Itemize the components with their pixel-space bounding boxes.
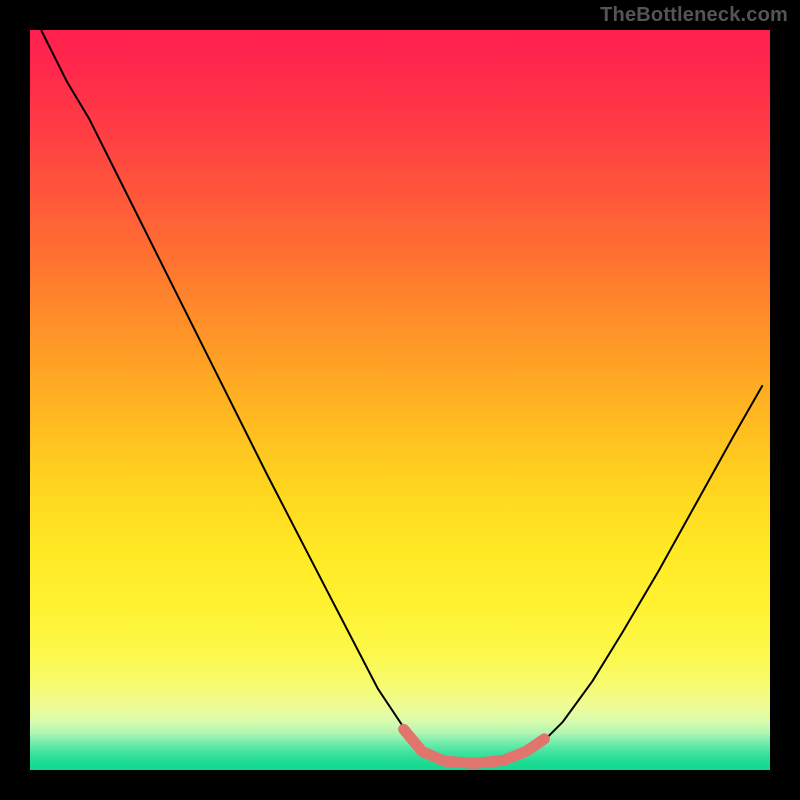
chart-container: TheBottleneck.com	[0, 0, 800, 800]
watermark-text: TheBottleneck.com	[600, 4, 788, 27]
bottleneck-chart	[0, 0, 800, 800]
plot-background	[30, 30, 770, 770]
